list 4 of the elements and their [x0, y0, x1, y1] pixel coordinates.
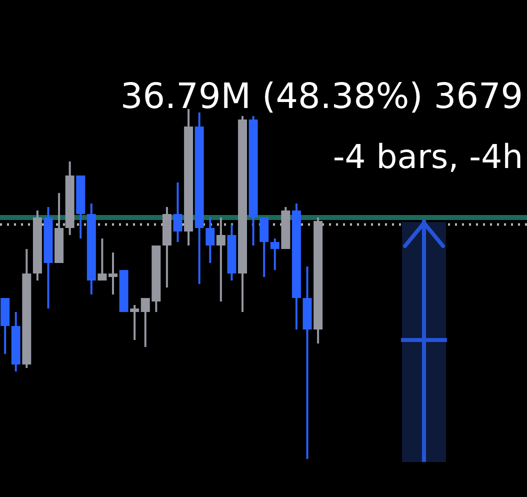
annotation: 36.79M (48.38%) 3679 [120, 77, 523, 117]
text: -4 bars, -4h [332, 137, 523, 176]
candlestick [108, 252, 118, 294]
candlestick [130, 305, 140, 340]
